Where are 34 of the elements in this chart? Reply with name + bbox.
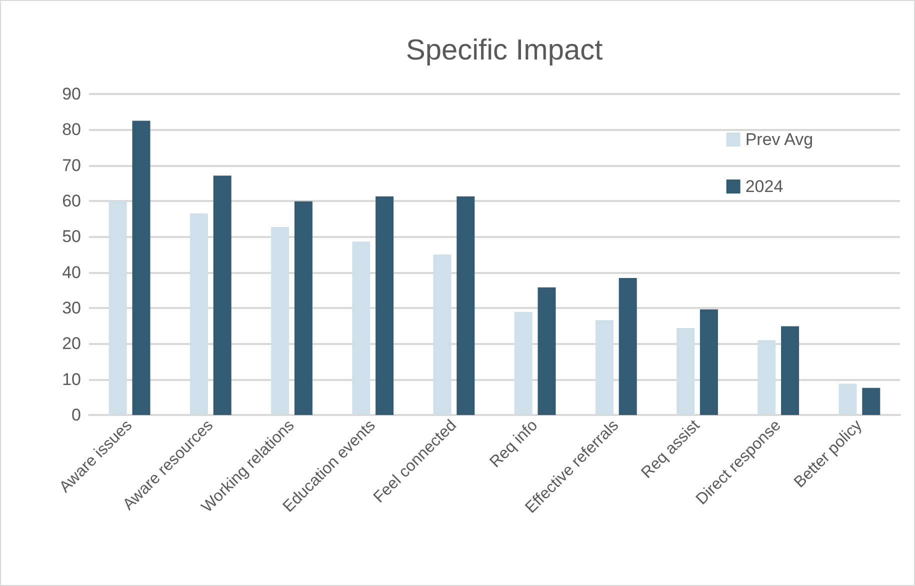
bar xyxy=(538,287,556,415)
y-tick-label: 0 xyxy=(72,406,81,424)
chart-title: Specific Impact xyxy=(406,34,603,66)
y-tick-label: 20 xyxy=(62,334,81,354)
bar xyxy=(294,201,312,415)
x-tick-label: Req info xyxy=(486,416,542,472)
legend-label: 2024 xyxy=(745,177,784,196)
y-tick-label: 30 xyxy=(62,298,81,318)
bar xyxy=(595,320,614,415)
bar xyxy=(376,196,394,415)
bar xyxy=(456,196,475,415)
bar xyxy=(271,227,290,415)
bar xyxy=(132,120,150,415)
bar xyxy=(190,213,208,415)
y-tick-label: 40 xyxy=(62,262,81,282)
bar xyxy=(433,254,452,415)
bar xyxy=(108,200,127,415)
bar xyxy=(352,242,370,415)
bar xyxy=(862,388,880,415)
bar xyxy=(700,309,718,415)
y-tick-label: 10 xyxy=(62,370,81,389)
bar xyxy=(758,340,776,415)
bar xyxy=(514,312,532,415)
legend-label: Prev Avg xyxy=(745,130,814,149)
y-tick-label: 50 xyxy=(62,227,81,246)
y-tick-label: 60 xyxy=(62,192,81,210)
y-tick-label: 70 xyxy=(62,156,81,175)
bar xyxy=(781,326,800,415)
y-tick-label: 90 xyxy=(62,84,81,104)
bar xyxy=(838,384,857,415)
bar xyxy=(676,328,695,415)
y-tick-label: 80 xyxy=(62,120,81,140)
bar xyxy=(213,176,232,415)
bar xyxy=(618,278,637,415)
